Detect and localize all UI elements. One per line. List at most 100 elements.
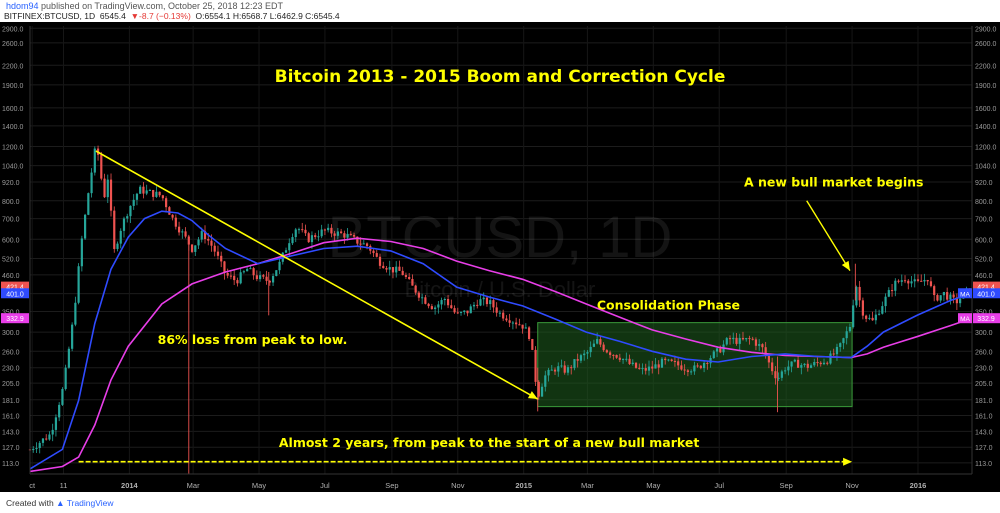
trend-line: [95, 150, 539, 400]
candle-body: [667, 359, 670, 361]
candle-body: [210, 240, 213, 246]
y-tick-label-right: 920.0: [975, 180, 993, 187]
candle-body: [466, 310, 469, 314]
y-tick-label-right: 127.0: [975, 445, 993, 452]
candle-body: [806, 363, 809, 368]
candle-body: [139, 186, 142, 194]
candle-body: [181, 231, 184, 233]
candle-body: [874, 314, 877, 321]
candle-body: [165, 198, 168, 208]
candle-body: [284, 250, 288, 253]
y-tick-label-left: 600.0: [2, 237, 20, 244]
candle-body: [929, 281, 933, 287]
candle-body: [122, 218, 126, 231]
tradingview-brand[interactable]: TradingView: [66, 498, 114, 508]
candle-body: [508, 320, 511, 323]
candle-body: [203, 231, 207, 239]
candle-body: [434, 307, 437, 310]
candle-body: [586, 352, 589, 354]
candle-body: [822, 362, 826, 365]
candle-body: [680, 365, 683, 370]
price-tag-left-label: 332.9: [6, 316, 24, 323]
candle-body: [100, 154, 103, 179]
candle-body: [534, 349, 537, 382]
author-link[interactable]: hdom94: [6, 1, 39, 11]
candle-body: [641, 368, 644, 370]
candle-body: [252, 268, 255, 276]
candle-body: [579, 355, 583, 361]
candle-body: [553, 369, 557, 372]
candle-body: [732, 337, 735, 340]
candle-body: [408, 276, 411, 279]
candle-body: [54, 417, 58, 430]
candle-body: [216, 251, 220, 256]
candle-body: [647, 366, 651, 371]
candle-body: [492, 300, 495, 308]
candle-body: [502, 312, 505, 319]
price-tag-label: 401.0: [977, 291, 995, 298]
y-tick-label-left: 1200.0: [2, 144, 24, 151]
candle-body: [249, 268, 252, 270]
candle-body: [119, 230, 122, 244]
y-tick-label-right: 460.0: [975, 273, 993, 280]
candle-body: [796, 359, 800, 368]
y-tick-label-left: 300.0: [2, 330, 20, 337]
candle-body: [61, 389, 64, 405]
candle-body: [592, 343, 596, 347]
candle-body: [628, 358, 631, 364]
candle-body: [233, 275, 236, 281]
watermark: BTCUSD, 1D Bitcoin / U.S. Dollar: [328, 205, 673, 302]
candle-body: [132, 199, 135, 206]
candle-body: [103, 178, 106, 198]
x-tick-label: 2016: [910, 481, 927, 490]
candle-body: [693, 365, 696, 372]
x-tick-label: Jul: [714, 481, 724, 490]
bull-arrow: [806, 200, 851, 271]
candle-body: [498, 312, 502, 314]
candle-body: [865, 315, 868, 319]
chart-area[interactable]: BTCUSD, 1D Bitcoin / U.S. Dollar Bitcoin…: [0, 22, 1000, 492]
candle-body: [696, 365, 699, 367]
annotation-consolidation: Consolidation Phase: [597, 298, 740, 313]
candle-body: [605, 350, 608, 353]
candle-body: [278, 261, 281, 271]
candle-body: [126, 216, 129, 219]
price-tag-label: 421.4: [977, 285, 995, 292]
candle-body: [936, 295, 939, 301]
candle-body: [858, 286, 861, 301]
candle-body: [832, 353, 835, 355]
symbol-name[interactable]: BITFINEX:BTCUSD, 1D: [4, 11, 96, 21]
candle-body: [890, 290, 894, 292]
candle-body: [657, 364, 660, 368]
candle-body: [171, 214, 174, 218]
candle-body: [32, 449, 35, 451]
axes: 2900.0 2900.0 2600.0 2600.0 2200.0 2200.0 1900…: [2, 26, 997, 490]
candle-body: [190, 244, 194, 252]
candle-body: [382, 265, 385, 269]
candle-body: [184, 231, 187, 237]
candle-body: [784, 370, 787, 372]
candle-body: [459, 311, 463, 313]
candle-body: [706, 362, 709, 364]
y-tick-label-right: 260.0: [975, 349, 993, 356]
candle-body: [340, 231, 343, 234]
candle-body: [547, 369, 550, 376]
candle-body: [388, 267, 391, 270]
candle-body: [618, 357, 621, 360]
candle-body: [352, 235, 356, 237]
candle-body: [544, 375, 547, 387]
tradingview-logo-icon[interactable]: ▲: [56, 498, 65, 508]
candle-body: [177, 226, 181, 233]
candle-body: [793, 359, 796, 362]
candle-body: [330, 227, 333, 234]
price-tag: [973, 313, 1000, 324]
price-chart[interactable]: BTCUSD, 1D Bitcoin / U.S. Dollar Bitcoin…: [0, 22, 1000, 492]
candle-body: [242, 271, 245, 273]
candle-body: [570, 367, 573, 369]
candle-body: [673, 360, 677, 362]
candle-body: [842, 338, 845, 344]
candle-body: [346, 234, 349, 238]
candle-body: [395, 266, 398, 273]
y-tick-label-right: 2200.0: [975, 63, 997, 70]
candle-body: [268, 280, 271, 283]
